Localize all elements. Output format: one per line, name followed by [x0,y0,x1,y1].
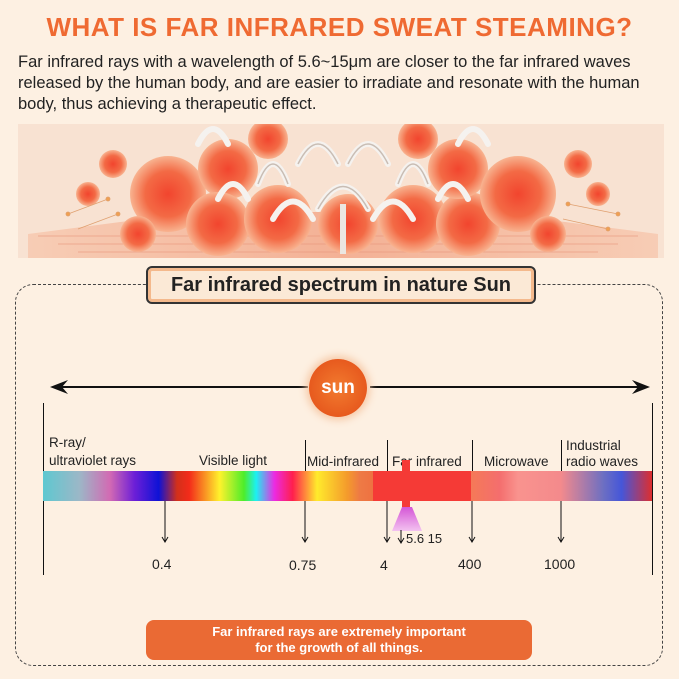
label-industrial: Industrial [566,438,621,453]
far-infrared-marker [402,460,410,512]
separator-industrial [561,440,562,471]
separator-far-ir [387,440,388,471]
footer-line-1: Far infrared rays are extremely importan… [212,624,466,639]
illustration-graphic [18,124,664,258]
label-radio-waves: radio waves [566,454,639,469]
footer-line-2: for the growth of all things. [255,640,423,655]
arrow-line-right [370,386,638,388]
sun-icon: sun [309,359,367,417]
label-microwave: Microwave [484,454,549,469]
label-mid-infrared: Mid-infrared [307,454,380,469]
label-rray: R-ray/ [49,435,86,450]
intro-paragraph: Far infrared rays with a wavelength of 5… [18,53,640,113]
spectrum-title: Far infrared spectrum in nature Sun [146,266,536,304]
separator-microwave [472,440,473,471]
tick-label-4: 4 [380,557,388,573]
footer-banner: Far infrared rays are extremely importan… [146,620,532,660]
spectrum-bar [43,471,652,501]
arrow-line-left [58,386,308,388]
label-ultraviolet: ultraviolet rays [49,453,137,468]
label-visible-light: Visible light [199,453,268,468]
far-ir-range-label: 5.6 15 [406,531,443,546]
far-infrared-band-highlight [373,471,471,501]
page-title: WHAT IS FAR INFRARED SWEAT STEAMING? [46,12,633,42]
far-infrared-illustration [18,124,664,258]
tick-label-0-75: 0.75 [289,557,317,573]
arrow-right-icon [632,380,650,394]
tick-label-1000: 1000 [544,556,576,572]
scale-right-edge [652,403,653,575]
tick-label-400: 400 [458,556,482,572]
tick-label-0-4: 0.4 [152,556,172,572]
emission-glow-icon [392,507,422,531]
arrow-left-icon [50,380,68,394]
separator-mid-ir [305,440,306,471]
